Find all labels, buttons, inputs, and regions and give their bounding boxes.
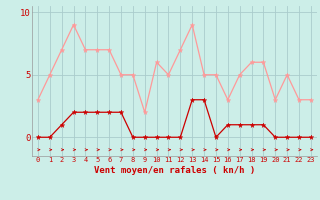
X-axis label: Vent moyen/en rafales ( kn/h ): Vent moyen/en rafales ( kn/h ) <box>94 166 255 175</box>
